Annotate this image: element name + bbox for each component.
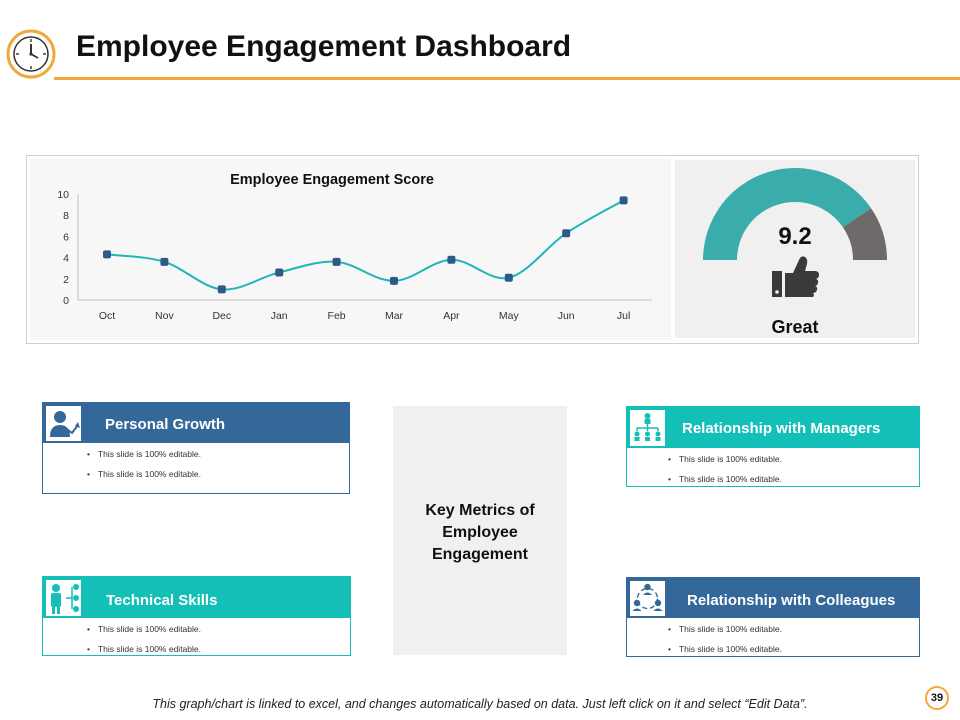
card-relationship-managers: Relationship with Managers This slide is…	[626, 406, 920, 487]
org-chart-icon	[634, 413, 661, 441]
card-relationship-colleagues: Relationship with Colleagues This slide …	[626, 577, 920, 657]
data-point-apr[interactable]	[447, 255, 456, 264]
gauge-label: Great	[771, 317, 818, 337]
team-cycle-icon	[632, 583, 663, 611]
card-technical-skills-icon-box	[46, 580, 81, 616]
card-relationship-managers-title: Relationship with Managers	[682, 420, 881, 437]
skills-network-icon	[51, 584, 79, 614]
engagement-gauge: 9.2 Great	[703, 167, 887, 337]
key-metrics-box	[393, 406, 567, 655]
gauge-remaining-arc	[842, 208, 887, 260]
card-technical-skills-header: Technical Skills	[43, 577, 350, 618]
y-tick-label: 0	[63, 295, 69, 307]
x-tick-label: Apr	[443, 310, 460, 322]
card-technical-skills-bullets: This slide is 100% editable. This slide …	[87, 619, 201, 659]
y-tick-label: 4	[63, 253, 69, 265]
card-personal-growth-bullets: This slide is 100% editable. This slide …	[87, 444, 201, 484]
data-point-may[interactable]	[504, 273, 513, 282]
header-divider	[54, 77, 960, 80]
card-technical-skills: Technical Skills This slide is 100% edit…	[42, 576, 351, 656]
card-relationship-managers-bullets: This slide is 100% editable. This slide …	[668, 449, 782, 489]
data-point-dec[interactable]	[217, 285, 226, 294]
x-tick-label: Mar	[385, 310, 404, 322]
data-point-feb[interactable]	[332, 257, 341, 266]
bullet-item: This slide is 100% editable.	[668, 469, 782, 489]
x-tick-label: Dec	[212, 310, 231, 322]
page-title: Employee Engagement Dashboard	[76, 30, 572, 63]
card-personal-growth: Personal Growth This slide is 100% edita…	[42, 402, 350, 494]
chart-title: Employee Engagement Score	[230, 172, 434, 188]
bullet-item: This slide is 100% editable.	[87, 619, 201, 639]
x-tick-label: Jan	[271, 310, 288, 322]
card-relationship-colleagues-title: Relationship with Colleagues	[687, 592, 896, 609]
bullet-item: This slide is 100% editable.	[87, 639, 201, 659]
y-tick-label: 6	[63, 231, 69, 243]
card-personal-growth-title: Personal Growth	[105, 416, 226, 433]
bullet-item: This slide is 100% editable.	[668, 639, 782, 659]
card-relationship-colleagues-header: Relationship with Colleagues	[627, 578, 919, 618]
key-metrics-title: Key Metrics of Employee Engagement	[425, 502, 535, 563]
card-relationship-managers-header: Relationship with Managers	[627, 407, 919, 448]
engagement-line-chart[interactable]: Employee Engagement Score 0 2 4 6 8 10 Oct Nov…	[30, 159, 671, 340]
bullet-item: This slide is 100% editable.	[87, 464, 201, 484]
x-tick-label: Jul	[617, 310, 630, 322]
card-personal-growth-header: Personal Growth	[43, 403, 349, 443]
data-point-oct[interactable]	[103, 250, 111, 259]
clock-icon	[6, 29, 56, 79]
card-relationship-colleagues-bullets: This slide is 100% editable. This slide …	[668, 619, 782, 659]
data-point-jun[interactable]	[562, 229, 571, 238]
thumbs-up-icon	[772, 256, 819, 297]
bullet-item: This slide is 100% editable.	[87, 444, 201, 464]
y-tick-label: 2	[63, 274, 69, 286]
y-tick-label: 8	[63, 210, 69, 222]
x-tick-label: Feb	[328, 310, 346, 322]
x-tick-label: Nov	[155, 310, 174, 322]
data-point-nov[interactable]	[160, 257, 169, 266]
chart-background	[30, 159, 671, 340]
page-number: 39	[925, 686, 949, 710]
series-line	[106, 199, 625, 291]
bullet-item: This slide is 100% editable.	[668, 449, 782, 469]
y-tick-label: 10	[57, 189, 69, 201]
footnote: This graph/chart is linked to excel, and…	[152, 697, 808, 711]
x-tick-label: Jun	[558, 310, 575, 322]
x-tick-label: May	[499, 310, 520, 322]
x-tick-label: Oct	[99, 310, 115, 322]
card-relationship-managers-icon-box	[630, 410, 665, 446]
gauge-value: 9.2	[778, 223, 811, 250]
growth-person-icon	[50, 411, 80, 437]
bullet-item: This slide is 100% editable.	[668, 619, 782, 639]
card-technical-skills-title: Technical Skills	[106, 592, 218, 609]
gauge-fill-arc	[703, 167, 872, 260]
data-point-mar[interactable]	[390, 276, 398, 285]
card-relationship-colleagues-icon-box	[630, 581, 665, 616]
data-point-jul[interactable]	[619, 196, 628, 205]
data-point-jan[interactable]	[275, 268, 284, 277]
card-personal-growth-icon-box	[46, 406, 81, 441]
